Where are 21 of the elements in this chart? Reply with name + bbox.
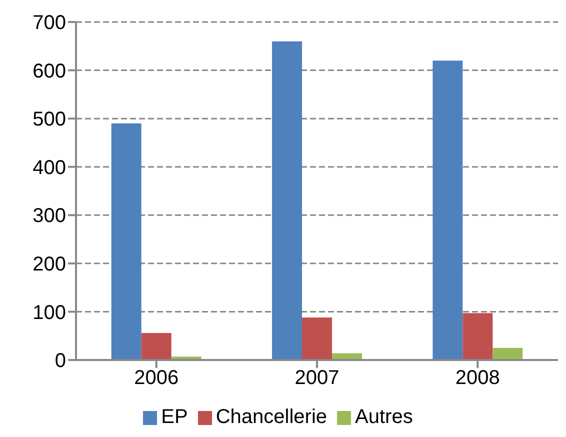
y-tick-label: 400 bbox=[32, 156, 66, 179]
legend-label: Chancellerie bbox=[216, 406, 328, 428]
y-tick-label: 600 bbox=[32, 60, 66, 82]
x-tick-label: 2006 bbox=[134, 367, 179, 390]
bar bbox=[272, 41, 302, 360]
y-tick-label: 100 bbox=[32, 302, 66, 324]
bar bbox=[492, 348, 523, 360]
y-tick-label: 200 bbox=[32, 254, 66, 276]
y-tick-label: 0 bbox=[54, 350, 66, 372]
x-tick-label: 2008 bbox=[455, 367, 500, 390]
legend-label: Autres bbox=[355, 406, 413, 428]
y-tick-label: 500 bbox=[32, 108, 66, 131]
bar bbox=[141, 332, 172, 360]
x-tick-label: 2007 bbox=[294, 367, 340, 390]
bar bbox=[432, 60, 463, 360]
bar bbox=[111, 123, 142, 360]
y-tick-label: 300 bbox=[32, 205, 66, 228]
y-tick-label: 700 bbox=[32, 12, 66, 34]
bar bbox=[302, 318, 332, 360]
legend-label: EP bbox=[161, 406, 188, 428]
bar bbox=[462, 313, 493, 360]
